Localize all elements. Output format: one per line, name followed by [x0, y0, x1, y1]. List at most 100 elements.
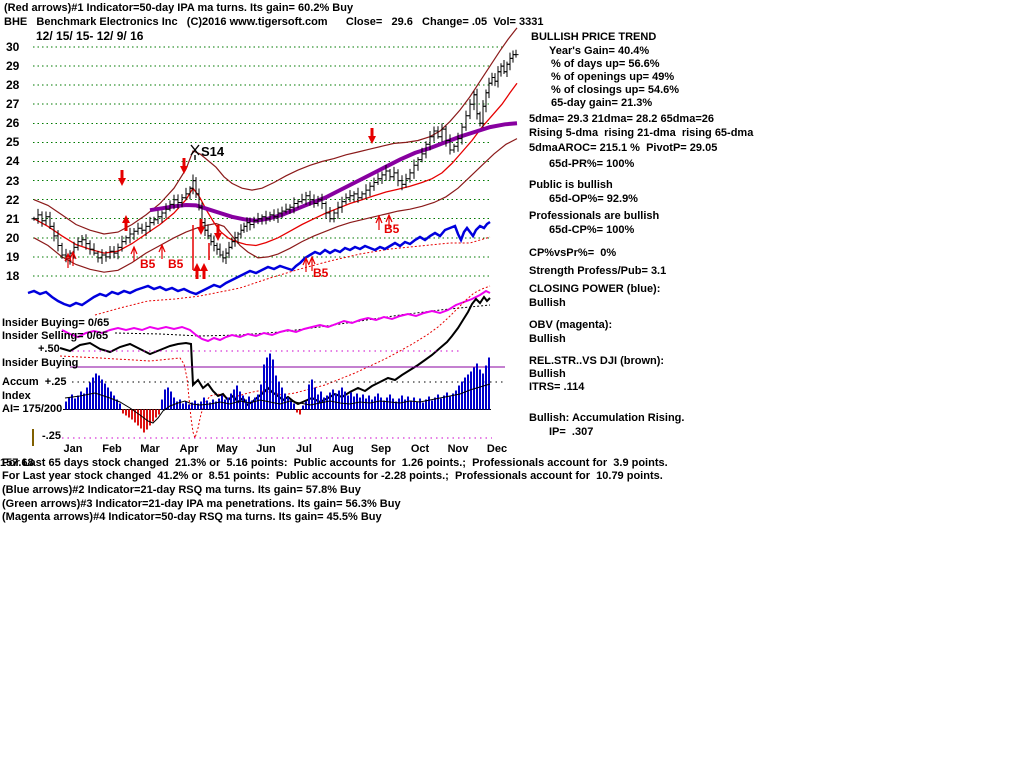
- right-panel-line: Rising 5-dma rising 21-dma rising 65-dma: [529, 127, 754, 139]
- thin-red-up-arrow: [385, 213, 393, 229]
- right-panel-line: Year's Gain= 40.4%: [549, 45, 650, 57]
- price-bar: [343, 193, 349, 205]
- ai-bar-positive: [68, 397, 70, 410]
- price-bar: [447, 134, 453, 155]
- ai-bar-positive: [437, 394, 439, 410]
- month-label: May: [216, 443, 238, 455]
- ai-bar-positive: [182, 403, 184, 410]
- ai-bar-positive: [77, 395, 79, 410]
- price-bar: [371, 177, 377, 191]
- month-label: Apr: [179, 443, 199, 455]
- ai-bar-positive: [254, 397, 256, 410]
- ai-bar-positive: [71, 394, 73, 410]
- thin-red-up-arrow: [130, 245, 138, 261]
- y-axis-label: 22: [6, 192, 20, 207]
- bottom-summary-line: (Green arrows)#3 Indicator=21-day IPA ma…: [2, 498, 401, 510]
- ai-bar-positive: [467, 374, 469, 410]
- ai-bar-positive: [302, 405, 304, 410]
- price-bar: [477, 111, 483, 127]
- right-panel-line: % of closings up= 54.6%: [551, 84, 680, 96]
- bottom-summary-line: (Blue arrows)#2 Indicator=21-day RSQ ma …: [2, 484, 361, 496]
- ai-bar-positive: [188, 404, 190, 410]
- ai-bar-positive: [431, 400, 433, 410]
- ai-bar-positive: [407, 396, 409, 410]
- bottom-summary-line: 157.68: [0, 457, 34, 469]
- price-bar: [327, 207, 333, 223]
- ai-bar-positive: [305, 401, 307, 410]
- ai-bar-positive: [317, 394, 319, 410]
- ai-bar-negative: [296, 409, 298, 413]
- thin-red-up-arrow: [308, 255, 316, 271]
- ai-bar-positive: [215, 401, 217, 410]
- ai-bar-positive: [371, 399, 373, 410]
- ai-bar-positive: [245, 399, 247, 410]
- ai-bar-positive: [290, 400, 292, 410]
- price-bar: [323, 201, 329, 219]
- month-label: Jun: [256, 443, 276, 455]
- red-up-arrow: [122, 215, 130, 231]
- price-bar: [391, 166, 397, 180]
- ai-bar-positive: [359, 397, 361, 410]
- red-down-arrow: [118, 170, 126, 186]
- ai-bar-positive: [200, 401, 202, 410]
- red-up-arrow: [193, 263, 201, 279]
- price-bar: [226, 241, 232, 259]
- ai-bar-positive: [422, 402, 424, 410]
- ai-bar-positive: [419, 398, 421, 410]
- ai-bar-positive: [224, 399, 226, 410]
- ai-bar-positive: [383, 400, 385, 410]
- price-bar: [492, 73, 498, 87]
- ai-bar-positive: [110, 391, 112, 410]
- price-bar: [387, 169, 393, 181]
- right-panel-line: 65d-PR%= 100%: [549, 158, 635, 170]
- right-panel-line: 5dmaAROC= 215.1 % PivotP= 29.05: [529, 142, 718, 154]
- ai-bar-positive: [278, 381, 280, 410]
- ai-bar-negative: [134, 409, 136, 423]
- upper-band-line: [33, 27, 518, 235]
- ai-bar-negative: [143, 409, 145, 433]
- price-bar: [241, 222, 247, 233]
- right-panel-line: Bullish: [529, 333, 566, 345]
- ai-bar-positive: [386, 397, 388, 410]
- price-bar: [507, 52, 513, 71]
- left-axis-label: -.25: [42, 430, 61, 442]
- price-bar: [363, 184, 369, 199]
- thin-red-up-arrow: [375, 214, 383, 230]
- date-range: 12/ 15/ 15- 12/ 9/ 16: [36, 29, 144, 43]
- ai-bar-positive: [320, 391, 322, 410]
- ai-bar-positive: [413, 397, 415, 410]
- price-bar: [220, 250, 226, 263]
- price-bar: [99, 249, 105, 264]
- price-bar: [55, 230, 61, 252]
- ai-bar-negative: [149, 409, 151, 426]
- ai-bar-positive: [233, 389, 235, 410]
- ai-bar-positive: [440, 398, 442, 410]
- right-panel-line: Bullish: Accumulation Rising.: [529, 412, 685, 424]
- ai-bar-positive: [185, 401, 187, 410]
- right-panel-line: % of openings up= 49%: [551, 71, 675, 83]
- ai-bar-positive: [170, 391, 172, 410]
- ai-bar-positive: [410, 400, 412, 410]
- ai-bar-positive: [452, 393, 454, 410]
- red-down-arrow: [368, 128, 376, 144]
- ai-bar-positive: [98, 375, 100, 410]
- left-axis-label: Insider Buying: [2, 357, 79, 369]
- b5-signal-label: B5: [168, 257, 184, 271]
- y-axis-label: 29: [6, 59, 20, 74]
- ai-bar-positive: [242, 395, 244, 410]
- price-bar: [211, 235, 217, 252]
- right-panel-line: 65d-CP%= 100%: [549, 224, 635, 236]
- month-label: Nov: [447, 443, 469, 455]
- price-bar: [139, 223, 145, 234]
- price-bar: [351, 191, 357, 202]
- b5-signal-label: B5: [313, 266, 329, 280]
- y-axis-label: 24: [6, 154, 20, 169]
- price-bar: [439, 123, 445, 142]
- right-panel-line: REL.STR..VS DJI (brown):: [529, 355, 665, 367]
- price-bar: [335, 201, 341, 219]
- price-bar: [299, 193, 305, 204]
- ai-bar-negative: [122, 409, 124, 414]
- ai-bar-positive: [116, 399, 118, 410]
- ai-bar-positive: [74, 398, 76, 410]
- ai-bar-positive: [485, 365, 487, 410]
